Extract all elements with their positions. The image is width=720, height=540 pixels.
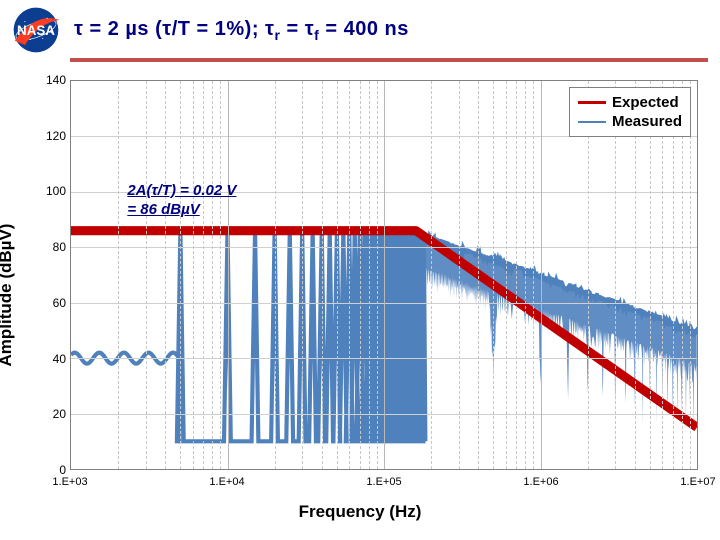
gridline-v-major bbox=[384, 81, 385, 469]
y-tick-label: 0 bbox=[46, 463, 66, 477]
gridline-v-minor bbox=[533, 81, 534, 469]
page-title: τ = 2 µs (τ/T = 1%); τr = τf = 400 ns bbox=[74, 18, 712, 43]
legend-swatch-icon bbox=[578, 121, 606, 123]
gridline-v-minor bbox=[165, 81, 166, 469]
legend-item: Expected bbox=[578, 94, 682, 111]
gridline-v-minor bbox=[431, 81, 432, 469]
gridline-v-minor bbox=[275, 81, 276, 469]
gridline-v-minor bbox=[302, 81, 303, 469]
gridline-v-minor bbox=[360, 81, 361, 469]
gridline-v-minor bbox=[516, 81, 517, 469]
plot-area: Expected Measured 2A(τ/T) = 0.02 V = 86 d… bbox=[70, 80, 698, 470]
gridline-v-minor bbox=[690, 81, 691, 469]
gridline-v-minor bbox=[349, 81, 350, 469]
x-tick-label: 1.E+05 bbox=[366, 476, 401, 488]
legend-label: Measured bbox=[612, 113, 682, 130]
gridline-v-minor bbox=[203, 81, 204, 469]
x-tick-label: 1.E+06 bbox=[523, 476, 558, 488]
gridline-v-minor bbox=[459, 81, 460, 469]
gridline-v-minor bbox=[650, 81, 651, 469]
legend-swatch-icon bbox=[578, 101, 606, 104]
chart: Amplitude (dBµV) Frequency (Hz) Expected… bbox=[10, 70, 710, 520]
y-tick-label: 80 bbox=[46, 240, 66, 254]
gridline-v-minor bbox=[220, 81, 221, 469]
x-axis-label: Frequency (Hz) bbox=[299, 502, 422, 522]
header: NASA τ = 2 µs (τ/T = 1%); τr = τf = 400 … bbox=[0, 0, 720, 54]
svg-text:NASA: NASA bbox=[17, 23, 55, 38]
x-tick-label: 1.E+03 bbox=[52, 476, 87, 488]
gridline-v-minor bbox=[478, 81, 479, 469]
gridline-v-minor bbox=[673, 81, 674, 469]
y-tick-label: 120 bbox=[46, 129, 66, 143]
y-axis-label: Amplitude (dBµV) bbox=[0, 224, 16, 367]
x-tick-label: 1.E+07 bbox=[680, 476, 715, 488]
gridline-v-minor bbox=[377, 81, 378, 469]
gridline-v-minor bbox=[506, 81, 507, 469]
gridline-v-minor bbox=[193, 81, 194, 469]
annotation-line1: 2A(τ/T) = 0.02 V bbox=[127, 182, 236, 199]
y-tick-label: 140 bbox=[46, 73, 66, 87]
gridline-v-minor bbox=[180, 81, 181, 469]
y-tick-label: 40 bbox=[46, 352, 66, 366]
header-rule bbox=[70, 58, 708, 62]
annotation-line2: = 86 dBµV bbox=[127, 201, 199, 218]
legend: Expected Measured bbox=[569, 87, 691, 137]
gridline-v-minor bbox=[337, 81, 338, 469]
gridline-v-minor bbox=[118, 81, 119, 469]
legend-label: Expected bbox=[612, 94, 679, 111]
y-tick-label: 100 bbox=[46, 184, 66, 198]
gridline-v-minor bbox=[493, 81, 494, 469]
gridline-v-minor bbox=[146, 81, 147, 469]
gridline-v-major bbox=[541, 81, 542, 469]
y-tick-label: 60 bbox=[46, 296, 66, 310]
gridline-v-minor bbox=[615, 81, 616, 469]
nasa-logo-icon: NASA bbox=[8, 6, 64, 54]
annotation-text: 2A(τ/T) = 0.02 V = 86 dBµV bbox=[127, 182, 236, 220]
gridline-v-minor bbox=[212, 81, 213, 469]
gridline-v-minor bbox=[662, 81, 663, 469]
gridline-v-minor bbox=[369, 81, 370, 469]
gridline-v-minor bbox=[322, 81, 323, 469]
gridline-v-major bbox=[228, 81, 229, 469]
gridline-v-minor bbox=[682, 81, 683, 469]
x-tick-label: 1.E+04 bbox=[209, 476, 244, 488]
legend-item: Measured bbox=[578, 113, 682, 130]
gridline-v-minor bbox=[588, 81, 589, 469]
gridline-v-minor bbox=[635, 81, 636, 469]
gridline-v-minor bbox=[525, 81, 526, 469]
y-tick-label: 20 bbox=[46, 407, 66, 421]
